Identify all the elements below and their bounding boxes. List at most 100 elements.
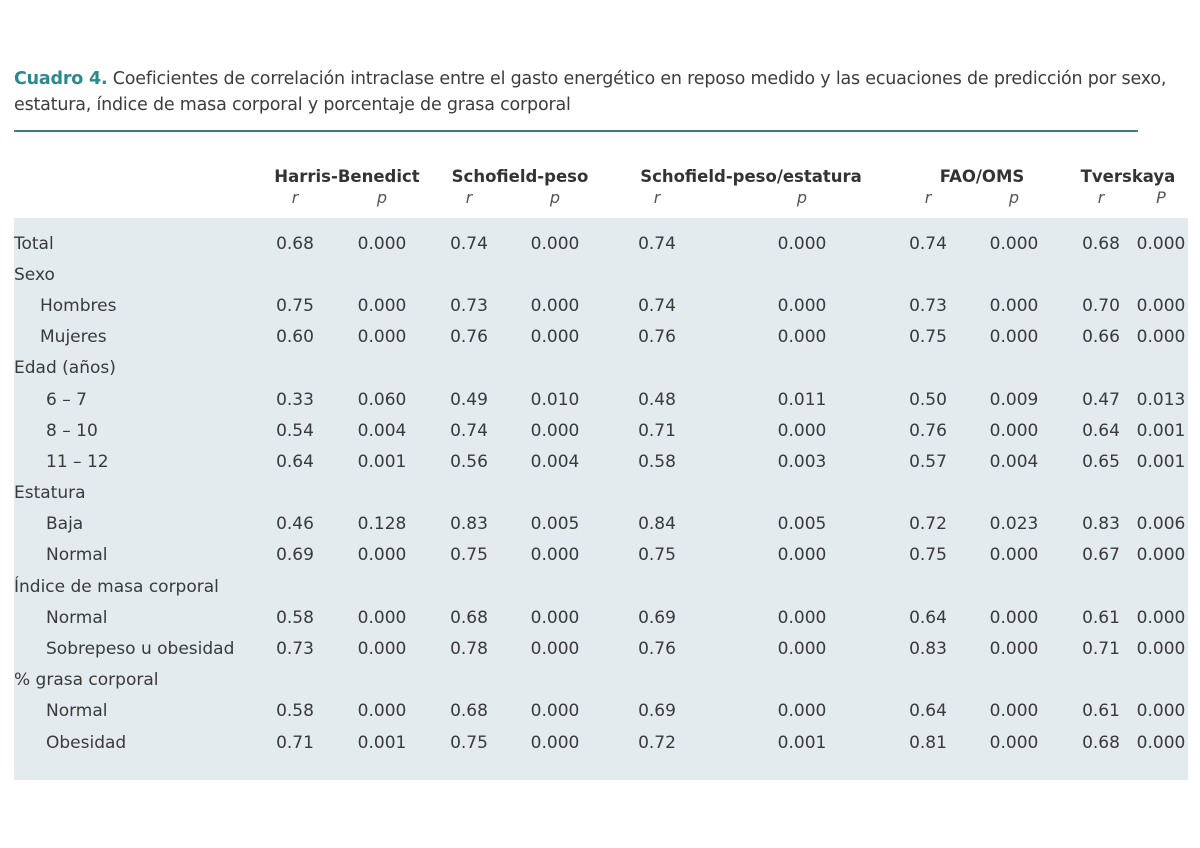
row-label: 6 – 7: [46, 389, 87, 410]
cell-r-value: 0.48: [638, 389, 676, 410]
cell-r-value: 0.76: [909, 420, 947, 441]
table-row: Normal 0.58 0.000 0.68 0.000 0.69 0.000 0.64 0.0…: [14, 602, 1188, 633]
cell-r-value: 0.73: [276, 639, 314, 660]
cell-p-value: 0.000: [530, 233, 580, 254]
cell-p-value: 0.000: [1136, 639, 1186, 660]
subheader-r: r: [653, 188, 661, 207]
cell-p-value: 0.000: [530, 545, 580, 566]
row-label: Obesidad: [46, 732, 127, 753]
body-top-spacer: [14, 218, 1188, 228]
cell-p-value: 0.000: [530, 732, 580, 753]
cell-p-value: 0.000: [1136, 701, 1186, 722]
row-label: Sobrepeso u obesidad: [46, 639, 235, 660]
cell-p-value: 0.000: [989, 420, 1039, 441]
cell-p-value: 0.000: [357, 639, 407, 660]
cell-p-value: 0.000: [777, 545, 827, 566]
cell-p-value: 0.003: [777, 451, 827, 472]
row-label: Hombres: [40, 295, 117, 316]
cell-r-value: 0.68: [1082, 732, 1120, 753]
cell-r-value: 0.58: [276, 701, 314, 722]
cell-p-value: 0.000: [357, 607, 407, 628]
row-label: 8 – 10: [46, 420, 98, 441]
cell-r-value: 0.75: [450, 732, 488, 753]
cell-r-value: 0.68: [1082, 233, 1120, 254]
table-row: Sobrepeso u obesidad 0.73 0.000 0.78 0.000 0.…: [14, 633, 1188, 664]
cell-r-value: 0.65: [1082, 451, 1120, 472]
section-row: Estatura: [14, 478, 1188, 509]
cell-r-value: 0.83: [1082, 514, 1120, 535]
section-row: Sexo: [14, 259, 1188, 290]
cell-r-value: 0.76: [450, 327, 488, 348]
cell-r-value: 0.73: [450, 295, 488, 316]
cell-p-value: 0.000: [1136, 327, 1186, 348]
table-caption: Cuadro 4. Coeficientes de correlación in…: [14, 66, 1194, 118]
subheader-p: p: [549, 188, 561, 207]
section-label: Índice de masa corporal: [14, 576, 219, 597]
cell-r-value: 0.64: [276, 451, 314, 472]
cell-p-value: 0.000: [989, 639, 1039, 660]
cell-p-value: 0.009: [989, 389, 1039, 410]
table-row: Normal 0.69 0.000 0.75 0.000 0.75 0.000 0.75 0.0…: [14, 540, 1188, 571]
stub-subheader: [14, 188, 260, 218]
cell-r-value: 0.49: [450, 389, 488, 410]
cell-p-value: 0.000: [530, 701, 580, 722]
cell-p-value: 0.004: [530, 451, 580, 472]
cell-p-value: 0.128: [357, 514, 407, 535]
section-label: Estatura: [14, 483, 86, 504]
cell-p-value: 0.000: [357, 545, 407, 566]
row-label: Normal: [46, 607, 108, 628]
table-row: 8 – 10 0.54 0.004 0.74 0.000 0.71 0.000 0.76 0.0…: [14, 415, 1188, 446]
row-label: Normal: [46, 701, 108, 722]
cell-r-value: 0.84: [638, 514, 676, 535]
cell-p-value: 0.005: [777, 514, 827, 535]
section-label: % grasa corporal: [14, 670, 159, 691]
table-row: Normal 0.58 0.000 0.68 0.000 0.69 0.000 0.64 0.0…: [14, 696, 1188, 727]
cell-r-value: 0.75: [909, 545, 947, 566]
cell-p-value: 0.000: [530, 639, 580, 660]
cell-r-value: 0.75: [450, 545, 488, 566]
cell-p-value: 0.000: [777, 701, 827, 722]
row-label: Normal: [46, 545, 108, 566]
subheader-p: p: [1008, 188, 1020, 207]
cell-r-value: 0.58: [276, 607, 314, 628]
col-group-fao-oms: FAO/OMS: [939, 167, 1025, 186]
cell-r-value: 0.64: [909, 701, 947, 722]
cell-r-value: 0.69: [638, 607, 676, 628]
cell-p-value: 0.000: [989, 233, 1039, 254]
section-row: % grasa corporal: [14, 665, 1188, 696]
cell-r-value: 0.74: [450, 420, 488, 441]
subheader-r: r: [465, 188, 473, 207]
table-row: Hombres 0.75 0.000 0.73 0.000 0.74 0.000 0.73 0.…: [14, 290, 1188, 321]
cell-p-value: 0.001: [1136, 420, 1186, 441]
cell-p-value: 0.005: [530, 514, 580, 535]
cell-r-value: 0.56: [450, 451, 488, 472]
cell-p-value: 0.000: [989, 295, 1039, 316]
section-label: Edad (años): [14, 358, 116, 379]
table-row: 11 – 12 0.64 0.001 0.56 0.004 0.58 0.003 0.57 0.…: [14, 446, 1188, 477]
cell-r-value: 0.64: [1082, 420, 1120, 441]
cell-p-value: 0.060: [357, 389, 407, 410]
cell-p-value: 0.001: [1136, 451, 1186, 472]
cell-r-value: 0.83: [909, 639, 947, 660]
cell-r-value: 0.68: [450, 607, 488, 628]
cell-r-value: 0.78: [450, 639, 488, 660]
cell-r-value: 0.75: [276, 295, 314, 316]
table-row: Mujeres 0.60 0.000 0.76 0.000 0.76 0.000 0.75 0.…: [14, 322, 1188, 353]
cell-p-value: 0.000: [530, 607, 580, 628]
cell-p-value: 0.000: [777, 233, 827, 254]
row-label: Baja: [46, 514, 84, 535]
cell-p-value: 0.000: [530, 327, 580, 348]
col-group-schofield-peso: Schofield-peso: [451, 167, 589, 186]
cell-p-value: 0.000: [989, 732, 1039, 753]
cell-p-value: 0.011: [777, 389, 827, 410]
cell-p-value: 0.000: [777, 607, 827, 628]
cell-p-value: 0.004: [357, 420, 407, 441]
cell-r-value: 0.69: [276, 545, 314, 566]
table-row: Baja 0.46 0.128 0.83 0.005 0.84 0.005 0.72 0.023…: [14, 509, 1188, 540]
cell-p-value: 0.004: [989, 451, 1039, 472]
cell-p-value: 0.023: [989, 514, 1039, 535]
cell-r-value: 0.68: [450, 701, 488, 722]
cell-r-value: 0.74: [638, 295, 676, 316]
cell-p-value: 0.006: [1136, 514, 1186, 535]
subheader-r: r: [924, 188, 932, 207]
